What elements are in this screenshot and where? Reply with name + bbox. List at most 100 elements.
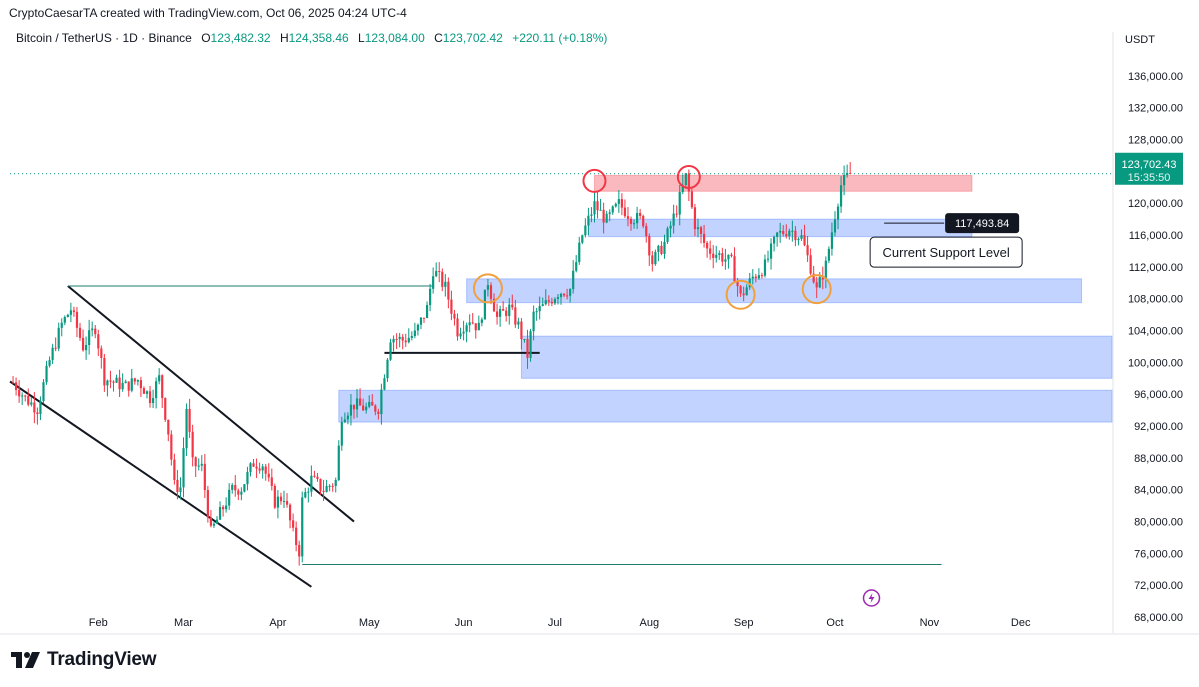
candle-body <box>505 310 508 316</box>
candle-body <box>215 519 219 524</box>
top-marker-circle[interactable] <box>582 168 607 193</box>
candle-body <box>611 206 614 213</box>
candle <box>322 479 325 502</box>
candle-body <box>383 378 386 390</box>
candle-body <box>276 496 279 508</box>
candle-body <box>221 507 225 510</box>
candle <box>483 289 486 320</box>
x-tick-label: Apr <box>269 617 286 629</box>
candle-body <box>176 479 179 492</box>
candle <box>715 245 718 263</box>
candle <box>282 490 286 509</box>
candle-body <box>675 213 678 215</box>
candle <box>215 516 219 525</box>
bottom-marker-circle[interactable] <box>725 279 756 310</box>
candle <box>158 368 161 385</box>
candle <box>724 248 727 270</box>
candle-body <box>179 487 182 492</box>
candle-body <box>124 381 127 383</box>
candle-body <box>42 382 45 402</box>
candle-body <box>349 404 353 416</box>
annotation-callout-box[interactable] <box>869 236 1023 268</box>
candle <box>380 383 383 425</box>
support-zone[interactable] <box>520 335 1113 379</box>
candle <box>508 298 511 325</box>
candle <box>843 165 846 196</box>
candle-body <box>696 227 700 230</box>
candle-body <box>511 304 514 308</box>
candle-body <box>489 285 493 299</box>
x-tick-label: Jun <box>455 617 473 629</box>
candle-body <box>712 253 715 258</box>
candle <box>660 241 663 256</box>
candle-body <box>264 466 267 474</box>
candle-body <box>791 230 794 232</box>
candle-body <box>639 212 642 216</box>
channel-lower-line[interactable] <box>9 380 312 588</box>
candle-body <box>18 389 21 397</box>
candle-body <box>121 382 124 390</box>
candle <box>243 483 246 493</box>
candle <box>206 485 209 523</box>
candle-body <box>769 243 773 259</box>
candle <box>785 224 788 239</box>
candle <box>690 188 694 210</box>
candle-body <box>800 235 803 239</box>
candle <box>148 385 152 408</box>
candle <box>328 484 331 492</box>
candle-body <box>209 517 213 526</box>
candle-body <box>821 276 824 280</box>
candle <box>562 293 566 298</box>
candle <box>124 379 127 384</box>
candle-body <box>739 286 742 294</box>
annotation-price-label: 117,493.84 <box>955 218 1009 230</box>
candle <box>130 368 133 393</box>
symbol-title[interactable]: Bitcoin / TetherUS · 1D · Binance <box>16 31 192 45</box>
bottom-marker-circle[interactable] <box>801 274 832 305</box>
candle <box>66 313 69 318</box>
candle-body <box>392 338 395 343</box>
candle-body <box>684 173 687 186</box>
candle-body <box>355 398 359 410</box>
candle-body <box>14 382 18 390</box>
candle-body <box>243 484 246 492</box>
candle-body <box>249 463 252 472</box>
candle-body <box>72 310 76 312</box>
candle <box>346 412 350 425</box>
annotation-price-box[interactable] <box>945 213 1020 234</box>
channel-upper-line[interactable] <box>67 285 355 523</box>
candle <box>544 289 547 306</box>
candle <box>419 316 423 330</box>
candle-body <box>836 206 840 220</box>
candle <box>502 301 505 311</box>
candle-body <box>225 505 228 510</box>
change-value: +220.11 (+0.18%) <box>512 31 608 45</box>
candle-body <box>362 405 365 411</box>
candle-body <box>575 262 578 271</box>
candle-body <box>520 321 523 340</box>
candle-body <box>614 203 617 207</box>
resistance-zone[interactable] <box>593 174 973 192</box>
tradingview-brand[interactable]: TradingView <box>11 649 157 671</box>
lightning-icon <box>868 593 875 603</box>
candle <box>584 218 587 238</box>
candle <box>368 395 371 409</box>
bottom-marker-circle[interactable] <box>472 273 503 304</box>
candle <box>626 207 630 227</box>
candle-body <box>502 309 505 311</box>
candle-body <box>304 492 307 498</box>
candle <box>465 322 468 343</box>
candle-body <box>450 299 453 314</box>
candle-body <box>462 331 465 334</box>
candle-body <box>721 253 724 262</box>
candle-body <box>849 173 852 175</box>
drawings-layer <box>9 173 1112 588</box>
support-zone[interactable] <box>338 389 1113 423</box>
top-marker-circle[interactable] <box>676 164 701 189</box>
support-zone[interactable] <box>466 278 1083 304</box>
candle-body <box>425 305 429 318</box>
candle <box>684 173 687 189</box>
open-value: 123,482.32 <box>210 31 271 45</box>
candle-body <box>456 318 459 337</box>
